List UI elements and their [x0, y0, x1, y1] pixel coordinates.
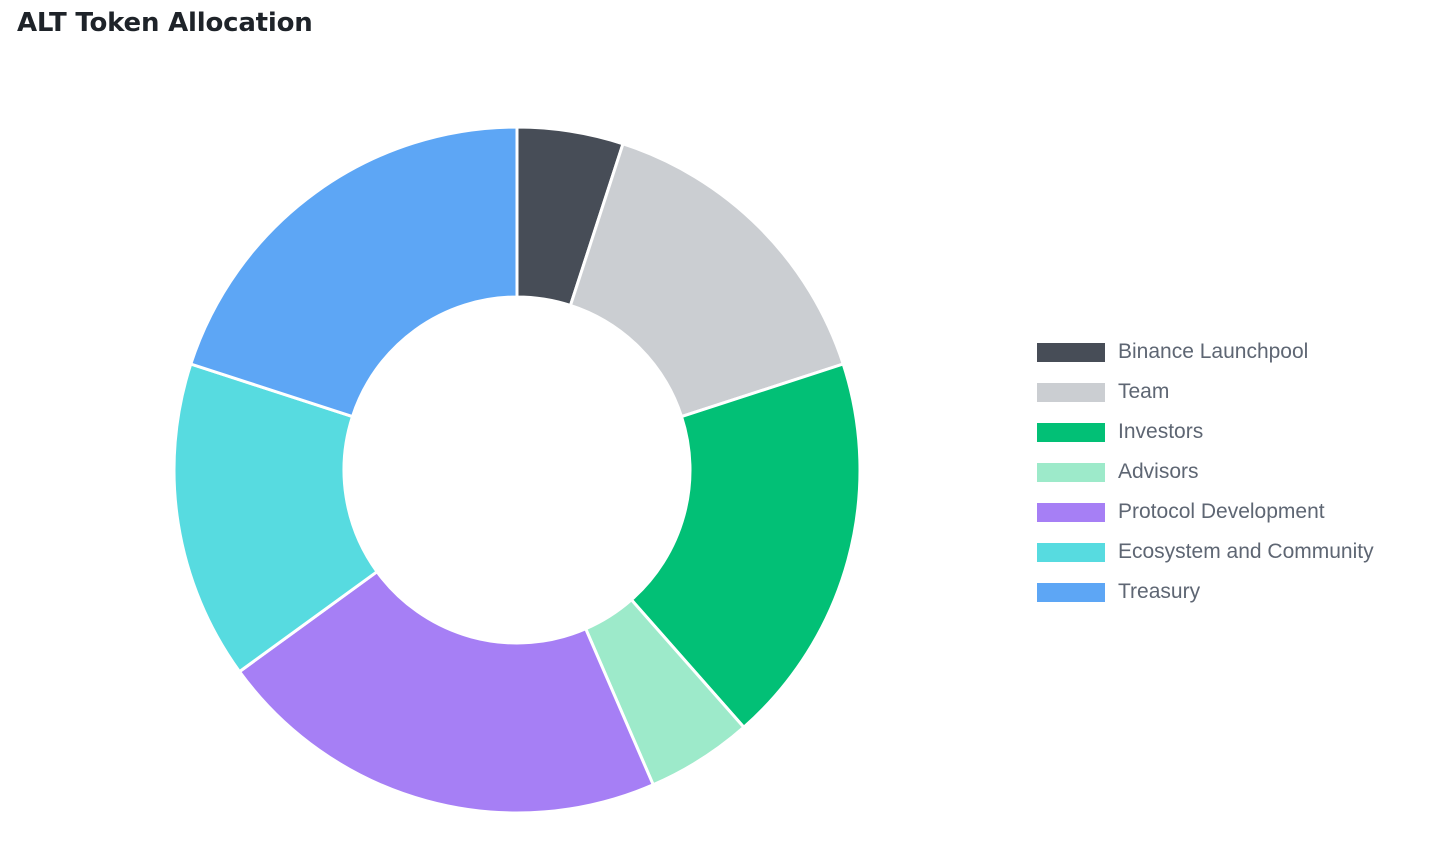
- legend-label: Treasury: [1118, 580, 1201, 603]
- legend-label: Ecosystem and Community: [1118, 540, 1374, 563]
- legend-item-team[interactable]: Team: [1037, 372, 1374, 412]
- legend-item-advisors[interactable]: Advisors: [1037, 452, 1374, 492]
- slice-team[interactable]: [568, 141, 846, 419]
- slice-treasury[interactable]: [188, 125, 519, 419]
- legend-item-treasury[interactable]: Treasury: [1037, 572, 1374, 612]
- legend-label: Protocol Development: [1118, 500, 1325, 523]
- slice-ecosystem-and-community[interactable]: [172, 362, 380, 674]
- legend-item-protocol-development[interactable]: Protocol Development: [1037, 492, 1374, 532]
- slice-protocol-development[interactable]: [237, 569, 656, 815]
- legend-label: Team: [1118, 380, 1170, 403]
- legend-swatch: [1037, 502, 1105, 522]
- chart-title: ALT Token Allocation: [17, 8, 313, 38]
- chart-legend: Binance Launchpool Team Investors Advisors P…: [1037, 332, 1374, 612]
- legend-swatch: [1037, 342, 1105, 362]
- legend-swatch: [1037, 542, 1105, 562]
- legend-item-binance-launchpool[interactable]: Binance Launchpool: [1037, 332, 1374, 372]
- legend-item-ecosystem-and-community[interactable]: Ecosystem and Community: [1037, 532, 1374, 572]
- legend-swatch: [1037, 462, 1105, 482]
- legend-swatch: [1037, 582, 1105, 602]
- legend-swatch: [1037, 422, 1105, 442]
- legend-label: Binance Launchpool: [1118, 340, 1309, 363]
- legend-label: Advisors: [1118, 460, 1199, 483]
- legend-swatch: [1037, 382, 1105, 402]
- legend-item-investors[interactable]: Investors: [1037, 412, 1374, 452]
- slice-investors[interactable]: [629, 362, 862, 730]
- legend-label: Investors: [1118, 420, 1204, 443]
